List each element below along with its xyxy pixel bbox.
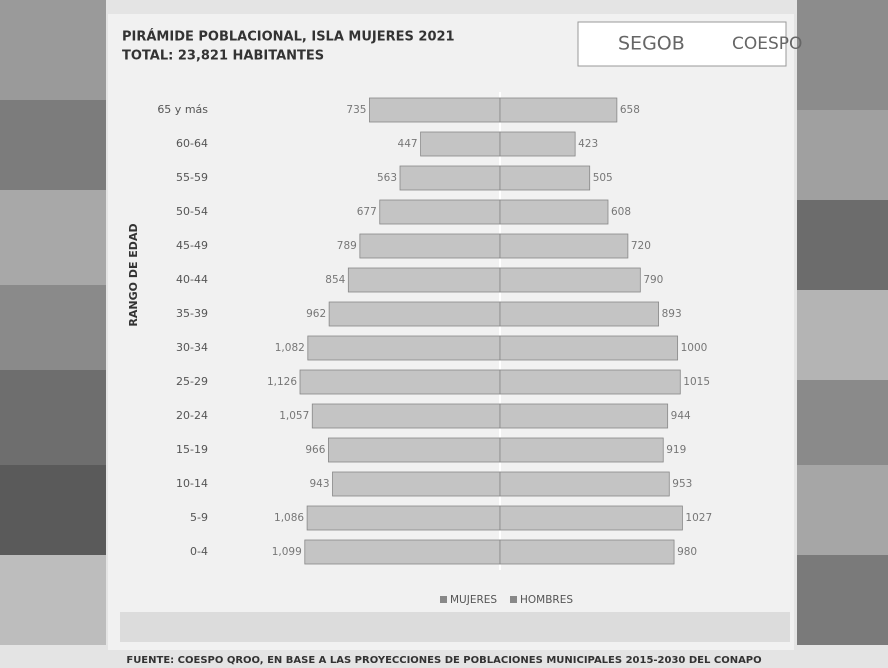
value-label: 893 [662,308,682,320]
bar [499,233,629,259]
bar [499,97,618,123]
y-tick-label: 60-64 [176,137,208,150]
bar [328,437,501,463]
value-label: 919 [666,444,686,456]
value-label: 1,082 [275,342,305,354]
value-label: 1,099 [272,546,302,558]
y-tick-label: 55-59 [176,171,208,184]
value-label: 677 [357,206,377,218]
bar [299,369,501,395]
bar [499,301,660,327]
logo-box [577,21,787,67]
bar [499,437,664,463]
bar [359,233,501,259]
value-label: 720 [631,240,651,252]
bar [499,267,641,293]
value-label: 790 [643,274,663,286]
value-label: 962 [306,308,326,320]
bar [499,471,670,497]
value-label: 1015 [683,376,710,388]
value-label: 608 [611,206,631,218]
value-label: 1000 [681,342,708,354]
legend-label: HOMBRES [520,594,573,606]
y-tick-label: 10-14 [176,477,208,490]
logo-coespo: COESPO [732,34,802,54]
photo-strip-left [0,0,106,645]
y-tick-label: 45-49 [176,239,208,252]
value-label: 943 [309,478,329,490]
logo-segob: SEGOB [618,33,685,55]
value-label: 1,086 [274,512,304,524]
bar [311,403,501,429]
y-tick-label: 65 y más [157,103,208,116]
bar [499,335,679,361]
value-label: 447 [398,138,418,150]
value-label: 1,057 [279,410,309,422]
bar [499,505,683,531]
y-tick-label: 50-54 [176,205,208,218]
value-label: 953 [672,478,692,490]
legend-label: MUJERES [450,594,497,606]
source-note: FUENTE: COESPO QROO, EN BASE A LAS PROYE… [126,655,761,666]
value-label: 789 [337,240,357,252]
bar [304,539,501,565]
bar [420,131,501,157]
bar [499,539,675,565]
value-label: 944 [671,410,691,422]
y-axis-label: RANGO DE EDAD [127,223,140,326]
bar [332,471,501,497]
legend-swatch [440,596,447,603]
y-tick-label: 20-24 [176,409,208,422]
bar [499,165,591,191]
bar [399,165,501,191]
y-tick-label: 40-44 [176,273,208,286]
y-tick-label: 35-39 [176,307,208,320]
y-tick-label: 5-9 [190,511,208,524]
bar [307,335,501,361]
y-tick-label: 30-34 [176,341,208,354]
chart-subtitle: TOTAL: 23,821 HABITANTES [122,49,324,64]
value-label: 966 [305,444,325,456]
bar [379,199,501,225]
bar [499,369,681,395]
legend-swatch [510,596,517,603]
value-label: 563 [377,172,397,184]
chart-title: PIRÁMIDE POBLACIONAL, ISLA MUJERES 2021 [122,29,455,45]
bar [306,505,501,531]
value-label: 423 [578,138,598,150]
y-tick-label: 25-29 [176,375,208,388]
bar [499,199,609,225]
y-tick-label: 15-19 [176,443,208,456]
value-label: 1027 [685,512,712,524]
y-tick-label: 0-4 [190,545,208,558]
bar [328,301,501,327]
bar [499,131,576,157]
value-label: 1,126 [267,376,297,388]
photo-strip-right [797,0,888,645]
value-label: 854 [325,274,345,286]
value-label: 735 [346,104,366,116]
value-label: 505 [593,172,613,184]
people-strip [120,612,790,642]
value-label: 658 [620,104,640,116]
bar [369,97,501,123]
bar [499,403,669,429]
value-label: 980 [677,546,697,558]
bar [347,267,501,293]
